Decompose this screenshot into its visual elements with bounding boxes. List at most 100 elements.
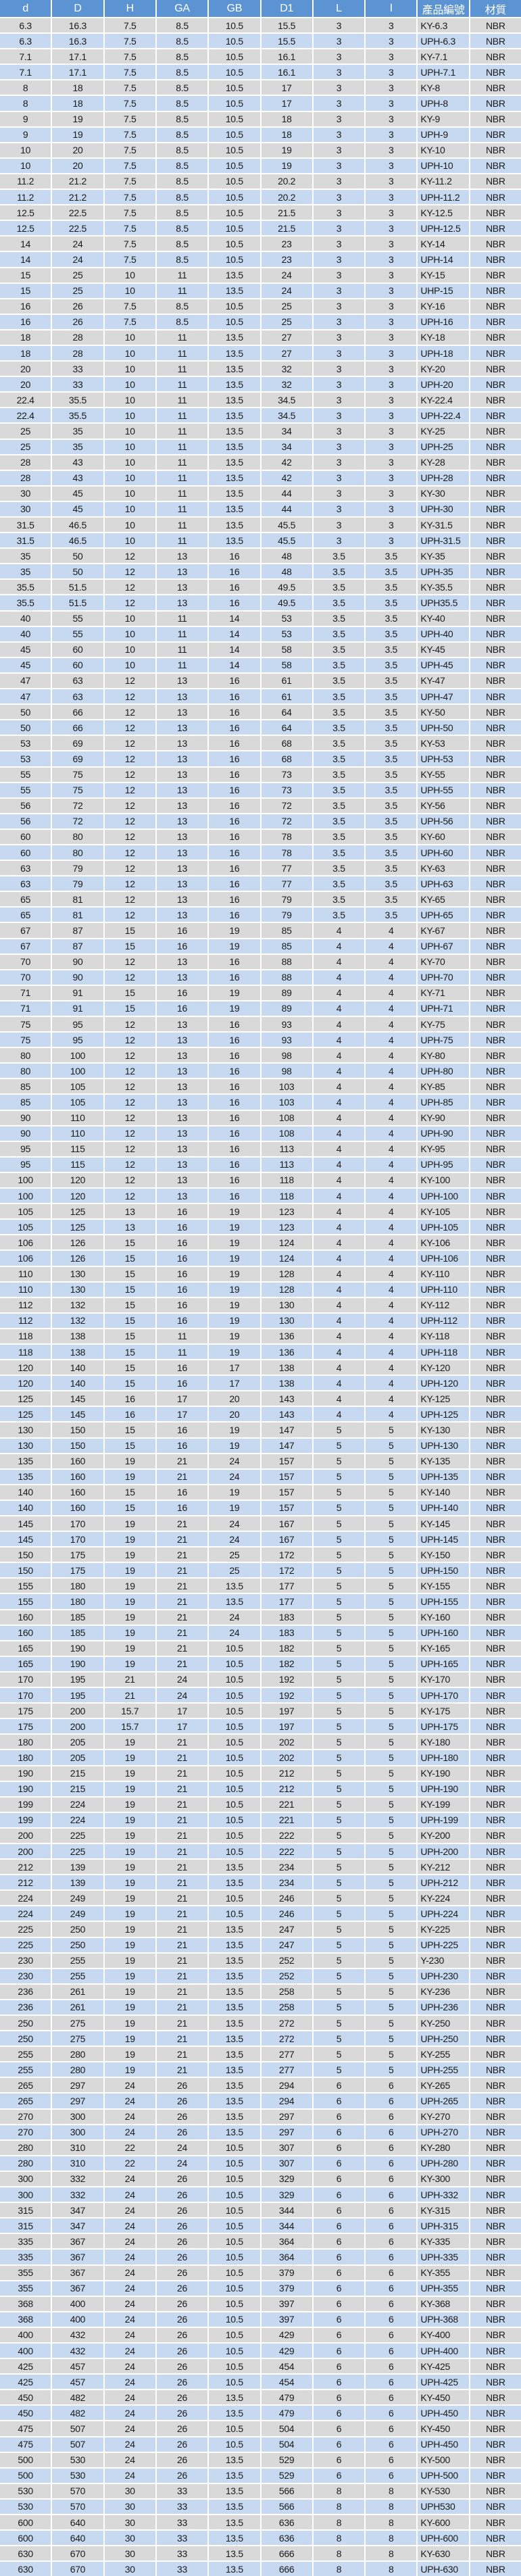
cell-GA: 11 [156, 345, 208, 361]
table-row: 368 400 24 26 10.5 397 6 6 KY-368 NBR [0, 2296, 521, 2311]
cell-material: NBR [470, 1391, 521, 1406]
cell-GB: 19 [209, 1438, 260, 1453]
cell-material: NBR [470, 970, 521, 985]
cell-L: 5 [313, 1766, 365, 1781]
cell-material: NBR [470, 798, 521, 813]
cell-D1: 34 [261, 424, 312, 439]
table-row: 100 120 12 13 16 118 4 4 UPH-100 NBR [0, 1189, 521, 1204]
cell-product-code: KY-315 [418, 2203, 469, 2218]
cell-l: 6 [366, 2359, 417, 2374]
cell-L: 5 [313, 1891, 365, 1906]
cell-L: 3.5 [313, 689, 365, 704]
cell-D: 138 [52, 1329, 103, 1343]
cell-D: 60 [52, 642, 103, 657]
cell-D1: 103 [261, 1079, 312, 1094]
cell-D: 250 [52, 1922, 103, 1937]
cell-l: 4 [366, 1157, 417, 1172]
cell-d: 53 [0, 736, 51, 751]
cell-GA: 21 [156, 2062, 208, 2077]
header-d: d [0, 0, 51, 17]
cell-l: 3 [366, 127, 417, 142]
cell-L: 3 [313, 80, 365, 95]
cell-L: 6 [313, 2437, 365, 2452]
cell-H: 15 [104, 1266, 155, 1281]
cell-GB: 13.5 [209, 2016, 260, 2031]
cell-product-code: UPH-225 [418, 1937, 469, 1952]
cell-GA: 8.5 [156, 205, 208, 220]
cell-l: 3 [366, 190, 417, 205]
cell-material: NBR [470, 158, 521, 173]
cell-GA: 21 [156, 1469, 208, 1484]
cell-GA: 26 [156, 2281, 208, 2296]
cell-L: 3 [313, 393, 365, 407]
cell-H: 7.5 [104, 158, 155, 173]
cell-L: 3 [313, 221, 365, 236]
cell-material: NBR [470, 1906, 521, 1921]
cell-D1: 73 [261, 767, 312, 782]
header-l: l [366, 0, 417, 17]
cell-GA: 13 [156, 689, 208, 704]
cell-GB: 10.5 [209, 18, 260, 33]
cell-l: 6 [366, 2078, 417, 2093]
cell-d: 450 [0, 2390, 51, 2405]
cell-D: 45 [52, 501, 103, 516]
table-row: 8 18 7.5 8.5 10.5 17 3 3 KY-8 NBR [0, 80, 521, 95]
cell-product-code: KY-18 [418, 330, 469, 345]
cell-D: 275 [52, 2031, 103, 2046]
cell-D: 255 [52, 1953, 103, 1968]
cell-d: 199 [0, 1797, 51, 1812]
cell-L: 3.5 [313, 861, 365, 876]
cell-product-code: UPH-30 [418, 501, 469, 516]
cell-H: 12 [104, 845, 155, 860]
cell-GB: 13.5 [209, 1922, 260, 1937]
cell-d: 71 [0, 1001, 51, 1016]
cell-product-code: UPH-45 [418, 658, 469, 672]
cell-product-code: UPH-355 [418, 2281, 469, 2296]
cell-GA: 13 [156, 1189, 208, 1204]
cell-D1: 143 [261, 1391, 312, 1406]
cell-D1: 130 [261, 1313, 312, 1328]
cell-product-code: KY-110 [418, 1266, 469, 1281]
cell-d: 212 [0, 1860, 51, 1875]
cell-D1: 49.5 [261, 580, 312, 595]
cell-D1: 45.5 [261, 518, 312, 532]
cell-l: 5 [366, 1719, 417, 1734]
cell-d: 500 [0, 2468, 51, 2483]
cell-product-code: UPH-71 [418, 1001, 469, 1016]
cell-GB: 16 [209, 1048, 260, 1063]
cell-GA: 21 [156, 2016, 208, 2031]
cell-D1: 329 [261, 2187, 312, 2202]
cell-product-code: KY-368 [418, 2296, 469, 2311]
cell-l: 6 [366, 2219, 417, 2233]
cell-material: NBR [470, 2031, 521, 2046]
cell-L: 6 [313, 2125, 365, 2139]
cell-D1: 32 [261, 377, 312, 392]
cell-H: 19 [104, 1860, 155, 1875]
cell-L: 8 [313, 2483, 365, 2498]
cell-l: 3 [366, 158, 417, 173]
cell-l: 3.5 [366, 845, 417, 860]
table-row: 45 60 10 11 14 58 3.5 3.5 UPH-45 NBR [0, 658, 521, 672]
cell-H: 19 [104, 1563, 155, 1578]
cell-D1: 89 [261, 985, 312, 1000]
cell-L: 4 [313, 1079, 365, 1094]
cell-GB: 10.5 [209, 2265, 260, 2280]
cell-GB: 16 [209, 892, 260, 907]
table-row: 280 310 22 24 10.5 307 6 6 KY-280 NBR [0, 2140, 521, 2155]
cell-H: 19 [104, 1610, 155, 1625]
cell-d: 224 [0, 1906, 51, 1921]
cell-material: NBR [470, 1984, 521, 1999]
cell-GB: 10.5 [209, 158, 260, 173]
cell-d: 105 [0, 1220, 51, 1235]
cell-H: 15 [104, 1001, 155, 1016]
cell-GB: 24 [209, 1610, 260, 1625]
cell-GB: 10.5 [209, 1688, 260, 1703]
cell-D: 150 [52, 1422, 103, 1437]
cell-L: 5 [313, 1641, 365, 1656]
cell-l: 6 [366, 2437, 417, 2452]
cell-material: NBR [470, 2156, 521, 2171]
cell-H: 12 [104, 1017, 155, 1032]
cell-product-code: KY-450 [418, 2421, 469, 2436]
cell-H: 10 [104, 455, 155, 470]
cell-GA: 11 [156, 1344, 208, 1360]
